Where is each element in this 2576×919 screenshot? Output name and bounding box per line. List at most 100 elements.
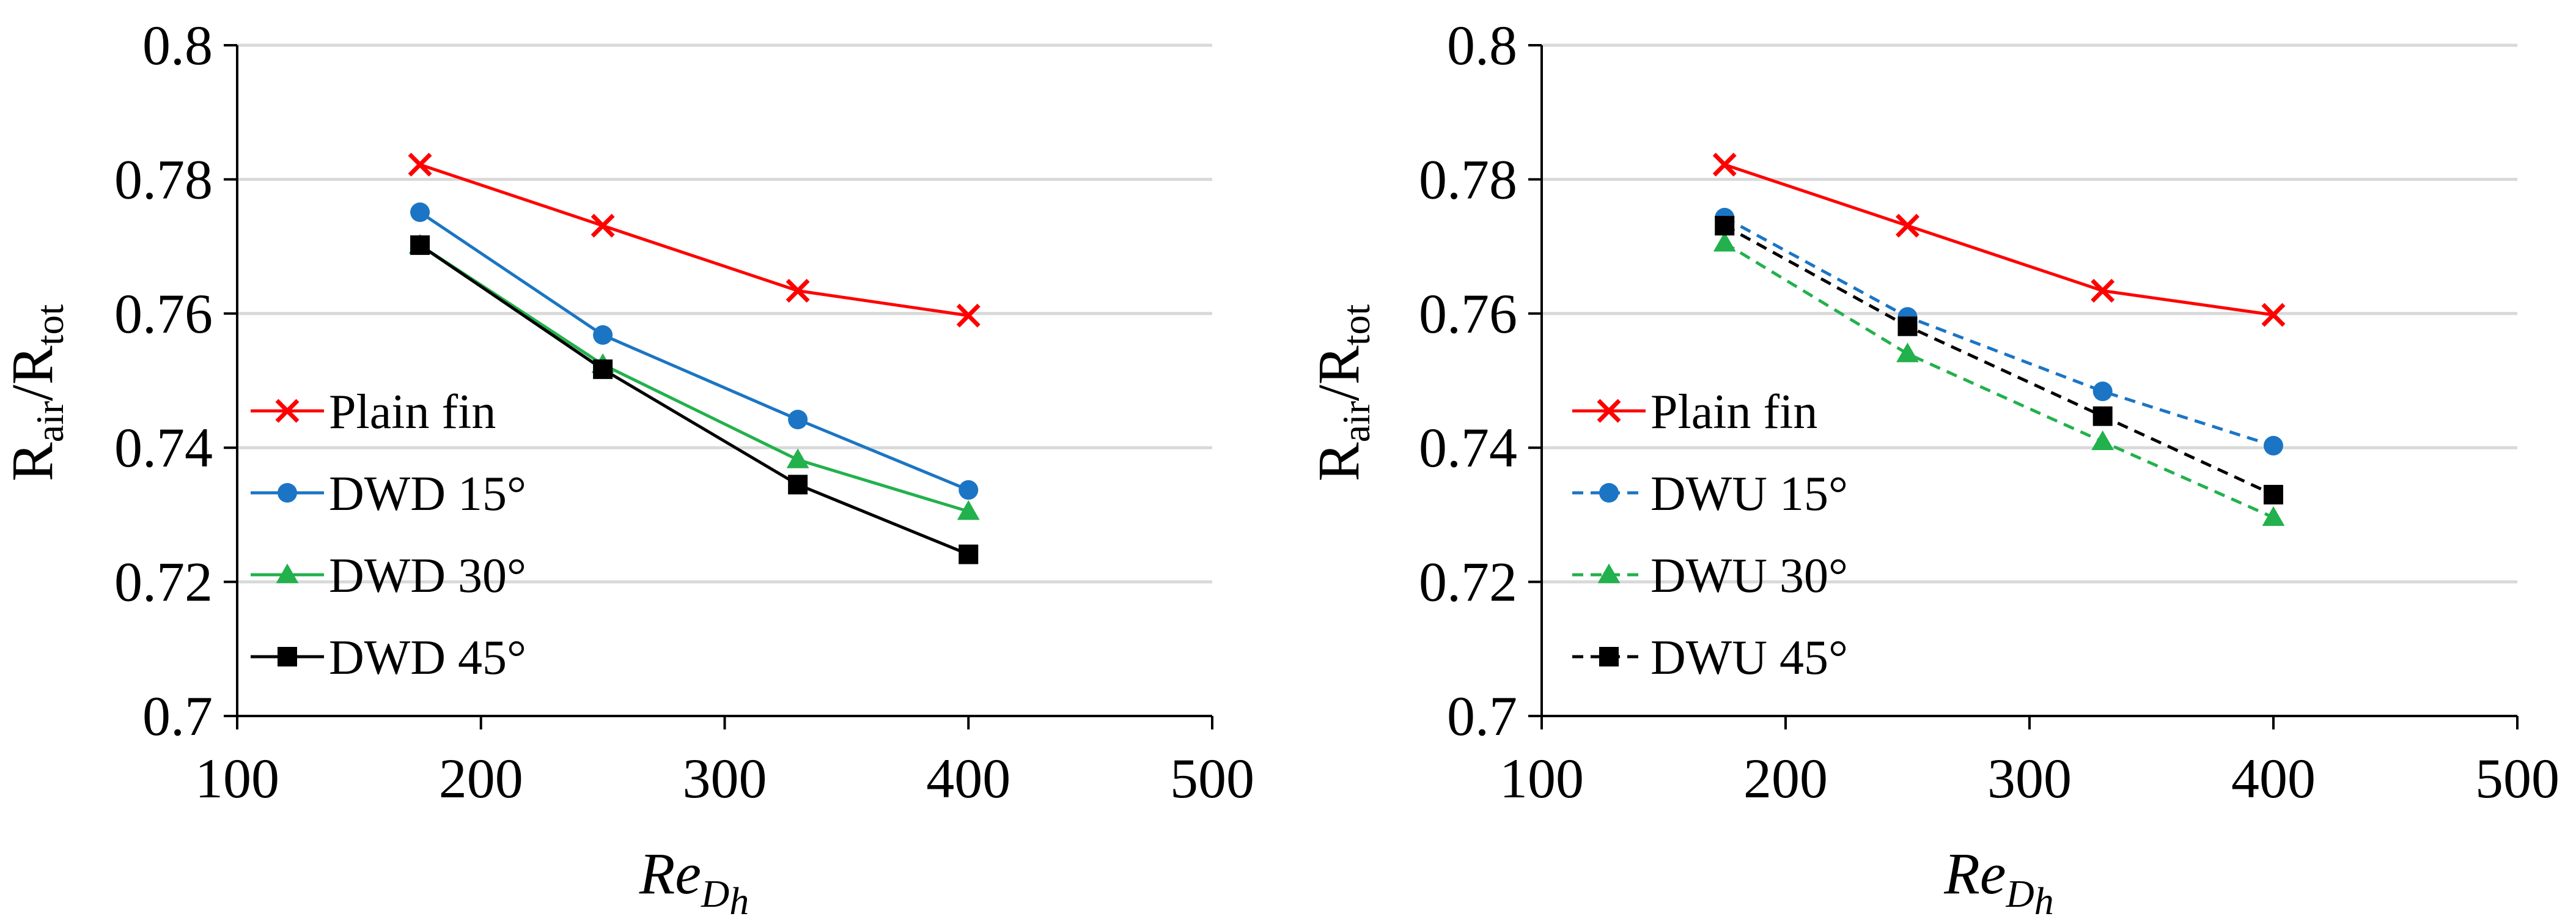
data-point [956,303,981,328]
y-tick-label: 0.7 [1447,685,1517,747]
x-axis-title: ReDh [1943,841,2053,919]
legend-marker [1599,647,1619,666]
data-point [2261,303,2286,327]
data-point [2264,484,2283,504]
y-tick-label: 0.74 [114,416,213,479]
y-axis-title-sub-tot: tot [1334,304,1378,345]
series-line [1724,224,2275,496]
legend-label: DWD 15° [329,467,526,521]
legend-marker [1597,399,1621,423]
series-dwu-45deg [1715,216,2283,504]
data-point [591,213,615,238]
legend-label: Plain fin [329,385,496,439]
x-axis-title-re: Re [639,841,701,906]
y-tick-label: 0.76 [114,282,213,345]
y-tick-label: 0.72 [114,551,213,613]
data-point [788,410,808,430]
x-tick-label: 300 [683,747,767,810]
y-tick-label: 0.78 [1419,148,1517,210]
y-axis-title: Rair/Rtot [0,304,72,481]
series-line [1724,216,2274,448]
y-axis-title-sub-tot: tot [28,304,72,345]
x-tick-label: 100 [1500,747,1584,810]
y-tick-label: 0.72 [1419,551,1517,613]
series-line [1724,163,2274,317]
legend-item-dwu-30deg: DWU 30° [1572,549,1848,603]
legend-label: DWD 30° [329,549,526,603]
data-point [1712,152,1737,177]
legend-marker [1597,563,1621,583]
series-line [419,211,970,492]
series-line [419,243,969,513]
y-axis-title-sub-air: air [28,401,72,443]
data-point [957,500,980,520]
legend-marker [276,563,299,583]
series-plain-fin [1712,152,2286,327]
legend-item-plain-fin: Plain fin [1572,385,1817,439]
legend-marker [1599,483,1619,503]
data-point [959,544,979,564]
data-point [1896,342,1919,363]
x-axis-title-re: Re [1943,841,2006,906]
data-point [1896,213,1919,238]
data-point [593,325,613,345]
x-axis-title-sub-h: h [729,879,749,919]
series-line [1723,242,2275,519]
x-tick-label: 200 [1743,747,1828,810]
data-point [788,474,808,495]
series-dwd-15deg [410,202,979,500]
series-line [419,243,970,556]
x-axis-title-sub-d: D [701,872,729,915]
y-axis-title-slash-r: /R [1306,345,1371,401]
data-point [2262,506,2285,526]
y-tick-label: 0.74 [1419,416,1517,479]
legend-item-dwd-45deg: DWD 45° [251,631,526,685]
legend-item-plain-fin: Plain fin [251,385,496,439]
y-axis-title-r: R [0,442,65,481]
data-point [1897,316,1918,336]
data-point [2091,279,2115,303]
gridlines [237,43,1212,584]
y-tick-label: 0.78 [114,148,213,210]
data-point [410,235,430,255]
x-axis-title-sub-h: h [2034,879,2054,919]
legend-item-dwu-45deg: DWU 45° [1572,631,1848,685]
y-tick-label: 0.8 [142,14,213,76]
left-chart-panel: 0.7 0.72 0.74 0.76 0.78 0.8 100 200 300 400 500 Rai… [0,14,1254,919]
data-point [2264,435,2283,456]
x-tick-label: 200 [439,747,523,810]
x-tick-label: 300 [1987,747,2072,810]
data-point [1715,216,1735,236]
y-axis-title-r: R [1306,442,1371,481]
data-point [1713,232,1736,252]
y-axis-title: Rair/Rtot [1306,304,1378,481]
y-tick-label: 0.8 [1447,14,1517,76]
legend-marker [278,647,297,666]
data-point [959,480,979,500]
y-axis-title-slash-r: /R [0,345,65,401]
x-tick-label: 500 [2475,747,2559,810]
gridlines [1542,43,2517,584]
legend-item-dwu-15deg: DWU 15° [1572,467,1848,521]
series-dwd-45deg [410,235,979,564]
x-tick-label: 100 [195,747,279,810]
x-tick-label: 500 [1170,747,1254,810]
x-axis-title-sub-d: D [2006,872,2034,915]
y-tick-label: 0.7 [142,685,213,747]
legend-label: DWU 30° [1650,549,1848,603]
y-axis-title-sub-air: air [1334,401,1378,443]
legend-item-dwd-30deg: DWD 30° [251,549,526,603]
x-axis-title: ReDh [639,841,749,919]
data-point [408,152,432,177]
legend-label: DWU 15° [1650,467,1848,521]
legend-label: DWD 45° [329,631,526,685]
data-point [593,359,613,379]
legend-label: DWU 45° [1650,631,1848,685]
data-point [786,279,810,303]
data-point [2092,406,2113,426]
series-plain-fin [408,152,981,328]
legend-marker [275,399,300,423]
legend-label: Plain fin [1650,385,1817,439]
legend-item-dwd-15deg: DWD 15° [251,467,526,521]
